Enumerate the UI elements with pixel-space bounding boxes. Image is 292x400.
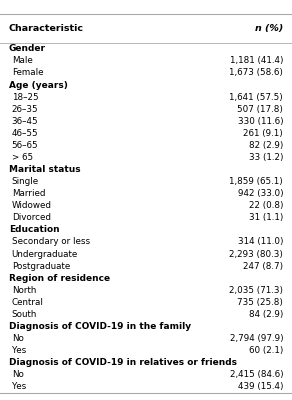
Text: 2,794 (97.9): 2,794 (97.9) [230, 334, 283, 343]
Text: 1,181 (41.4): 1,181 (41.4) [230, 56, 283, 66]
Text: Diagnosis of COVID-19 in relatives or friends: Diagnosis of COVID-19 in relatives or fr… [9, 358, 237, 367]
Text: 2,293 (80.3): 2,293 (80.3) [229, 250, 283, 258]
Text: 18–25: 18–25 [12, 93, 38, 102]
Text: South: South [12, 310, 37, 319]
Text: n (%): n (%) [255, 24, 283, 33]
Text: 84 (2.9): 84 (2.9) [249, 310, 283, 319]
Text: 56–65: 56–65 [12, 141, 38, 150]
Text: 330 (11.6): 330 (11.6) [238, 117, 283, 126]
Text: 26–35: 26–35 [12, 105, 38, 114]
Text: 1,641 (57.5): 1,641 (57.5) [230, 93, 283, 102]
Text: Characteristic: Characteristic [9, 24, 84, 33]
Text: Age (years): Age (years) [9, 80, 68, 90]
Text: 36–45: 36–45 [12, 117, 38, 126]
Text: Marital status: Marital status [9, 165, 80, 174]
Text: Region of residence: Region of residence [9, 274, 110, 283]
Text: Gender: Gender [9, 44, 46, 53]
Text: 22 (0.8): 22 (0.8) [249, 201, 283, 210]
Text: Postgraduate: Postgraduate [12, 262, 70, 270]
Text: Divorced: Divorced [12, 213, 51, 222]
Text: Yes: Yes [12, 346, 26, 355]
Text: 507 (17.8): 507 (17.8) [237, 105, 283, 114]
Text: Yes: Yes [12, 382, 26, 391]
Text: 942 (33.0): 942 (33.0) [238, 189, 283, 198]
Text: North: North [12, 286, 36, 295]
Text: Female: Female [12, 68, 43, 78]
Text: 439 (15.4): 439 (15.4) [238, 382, 283, 391]
Text: 60 (2.1): 60 (2.1) [249, 346, 283, 355]
Text: Widowed: Widowed [12, 201, 52, 210]
Text: 46–55: 46–55 [12, 129, 38, 138]
Text: Education: Education [9, 225, 59, 234]
Text: 2,415 (84.6): 2,415 (84.6) [230, 370, 283, 379]
Text: Male: Male [12, 56, 32, 66]
Text: 2,035 (71.3): 2,035 (71.3) [229, 286, 283, 295]
Text: 261 (9.1): 261 (9.1) [244, 129, 283, 138]
Text: 735 (25.8): 735 (25.8) [237, 298, 283, 307]
Text: No: No [12, 334, 24, 343]
Text: 33 (1.2): 33 (1.2) [249, 153, 283, 162]
Text: Central: Central [12, 298, 44, 307]
Text: 314 (11.0): 314 (11.0) [238, 238, 283, 246]
Text: 247 (8.7): 247 (8.7) [243, 262, 283, 270]
Text: > 65: > 65 [12, 153, 33, 162]
Text: Married: Married [12, 189, 45, 198]
Text: 82 (2.9): 82 (2.9) [249, 141, 283, 150]
Text: 1,859 (65.1): 1,859 (65.1) [230, 177, 283, 186]
Text: Undergraduate: Undergraduate [12, 250, 78, 258]
Text: 1,673 (58.6): 1,673 (58.6) [229, 68, 283, 78]
Text: Secondary or less: Secondary or less [12, 238, 90, 246]
Text: No: No [12, 370, 24, 379]
Text: 31 (1.1): 31 (1.1) [249, 213, 283, 222]
Text: Single: Single [12, 177, 39, 186]
Text: Diagnosis of COVID-19 in the family: Diagnosis of COVID-19 in the family [9, 322, 191, 331]
